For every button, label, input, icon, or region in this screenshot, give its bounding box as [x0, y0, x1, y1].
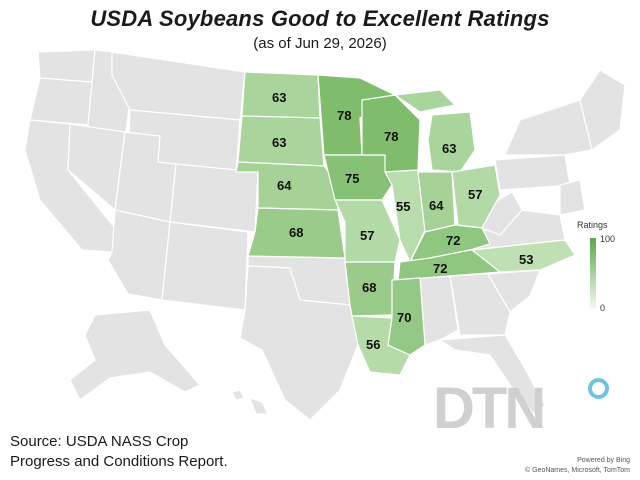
state-mississippi — [387, 277, 426, 356]
map-title: USDA Soybeans Good to Excellent Ratings — [90, 6, 550, 31]
rating-label-illinois: 55 — [396, 199, 410, 214]
state-colorado — [169, 163, 259, 233]
rating-label-mississippi: 70 — [397, 310, 411, 325]
map-credit-powered-by: Powered by Bing — [577, 457, 630, 464]
rating-label-north-carolina: 53 — [519, 252, 533, 267]
source-line-1: Source: USDA NASS Crop — [10, 433, 189, 450]
state-michigan-up — [394, 89, 456, 113]
rating-label-michigan: 63 — [442, 141, 456, 156]
state-new-mexico — [161, 221, 249, 311]
state-kansas — [247, 207, 346, 259]
state-ohio — [451, 164, 501, 229]
state-alaska — [69, 309, 201, 401]
rating-label-ohio: 57 — [468, 187, 482, 202]
rating-label-kentucky: 72 — [446, 233, 460, 248]
state-florida — [439, 334, 546, 416]
state-georgia — [449, 273, 511, 336]
rating-label-wisconsin: 78 — [384, 129, 398, 144]
state-washington — [37, 49, 96, 83]
state-new-england — [579, 69, 626, 151]
source-note: Source: USDA NASS Crop Progress and Cond… — [10, 432, 228, 472]
dtn-logo: DTN — [433, 376, 546, 441]
legend-title: Ratings — [577, 220, 608, 230]
rating-label-tennessee: 72 — [433, 261, 447, 276]
legend-min-label: 0 — [600, 303, 606, 313]
legend-max-label: 100 — [600, 234, 616, 244]
rating-label-louisiana: 56 — [366, 337, 380, 352]
rating-label-minnesota: 78 — [337, 108, 351, 123]
map-credit-sources: © GeoNames, Microsoft, TomTom — [525, 467, 630, 474]
rating-label-kansas: 68 — [289, 225, 303, 240]
state-north-carolina — [471, 239, 576, 273]
rating-label-nebraska: 64 — [277, 178, 292, 193]
rating-label-north-dakota: 63 — [272, 90, 286, 105]
state-maryland-delaware-nj — [559, 179, 586, 216]
state-hawaii — [231, 389, 269, 415]
state-oregon — [29, 77, 93, 126]
rating-label-south-dakota: 63 — [272, 135, 286, 150]
rating-label-missouri: 57 — [360, 228, 374, 243]
state-new-york — [504, 99, 593, 156]
map-subtitle: (as of Jun 29, 2026) — [253, 35, 387, 52]
legend-color-scale — [590, 238, 596, 308]
rating-label-arkansas: 68 — [362, 280, 376, 295]
dtn-logo-ring-icon — [588, 378, 609, 399]
state-arizona — [107, 209, 171, 301]
rating-label-indiana: 64 — [429, 198, 444, 213]
state-texas — [239, 265, 359, 421]
rating-label-iowa: 75 — [345, 171, 359, 186]
state-arkansas — [344, 261, 396, 317]
state-pennsylvania — [494, 154, 571, 191]
source-line-2: Progress and Conditions Report. — [10, 453, 228, 470]
